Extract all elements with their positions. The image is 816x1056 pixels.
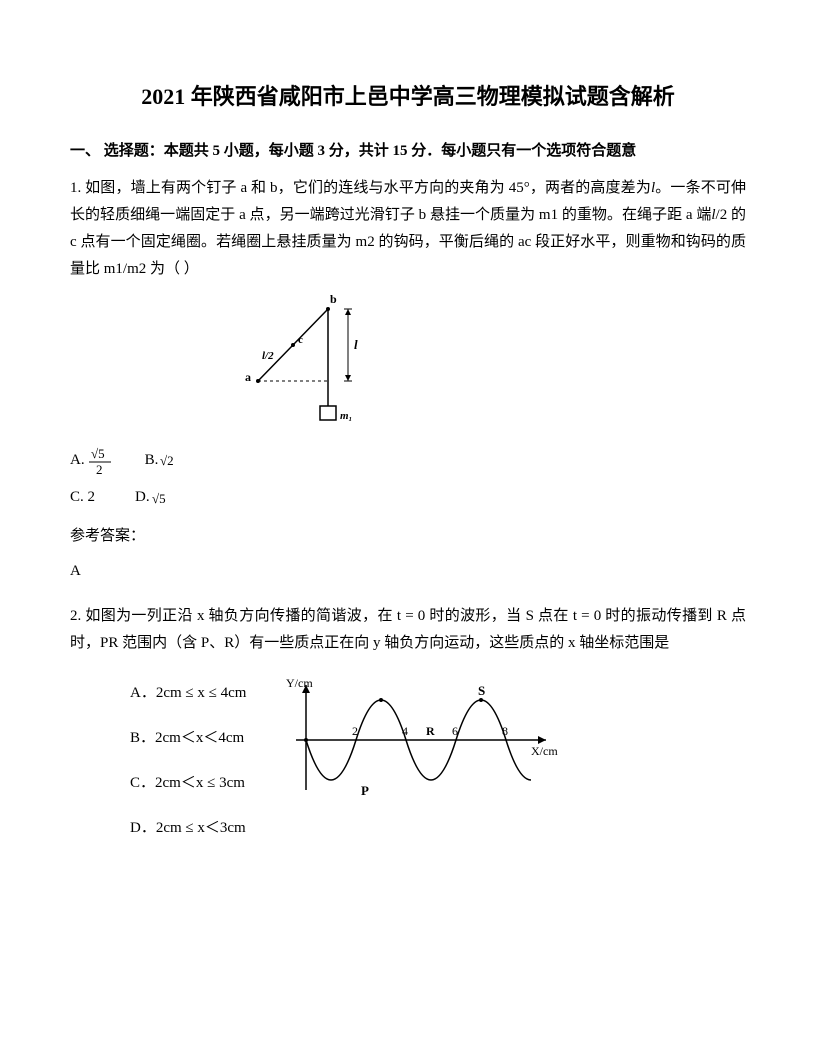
q1-b-label: B. bbox=[145, 447, 159, 474]
q1-option-a: A. √5 2 bbox=[70, 444, 115, 476]
q1-d-label: D. bbox=[135, 484, 150, 511]
section-header: 一、 选择题：本题共 5 小题，每小题 3 分，共计 15 分．每小题只有一个选… bbox=[70, 138, 746, 165]
question-1: 1. 如图，墙上有两个钉子 a 和 b，它们的连线与水平方向的夹角为 45°，两… bbox=[70, 175, 746, 585]
q1-options-row2: C. 2 D. √5 bbox=[70, 484, 746, 511]
q2-text: 2. 如图为一列正沿 x 轴负方向传播的简谐波，在 t = 0 时的波形，当 S… bbox=[70, 603, 746, 657]
q2-option-b: B．2cm＜x＜4cm bbox=[130, 725, 246, 752]
q1-option-d: D. √5 bbox=[135, 484, 176, 511]
q1-options-row1: A. √5 2 B. √2 bbox=[70, 444, 746, 476]
sqrt5-icon: √5 bbox=[150, 488, 176, 508]
svg-text:√5: √5 bbox=[91, 446, 105, 461]
q2-diagram: Y/cm X/cm 2 4 6 8 R S P bbox=[266, 675, 566, 815]
label-a: a bbox=[245, 370, 251, 384]
q1-t1: 如图，墙上有两个钉子 a 和 b，它们的连线与水平方向的夹角为 45°，两者的高… bbox=[85, 180, 651, 196]
q1-option-b: B. √2 bbox=[145, 447, 185, 474]
question-2: 2. 如图为一列正沿 x 轴负方向传播的简谐波，在 t = 0 时的波形，当 S… bbox=[70, 603, 746, 860]
y-axis-label: Y/cm bbox=[286, 676, 313, 690]
label-b: b bbox=[330, 292, 337, 306]
q2-option-d: D．2cm ≤ x＜3cm bbox=[130, 815, 246, 842]
svg-text:2: 2 bbox=[96, 462, 103, 476]
tick-4: 4 bbox=[402, 724, 408, 738]
q2-num: 2. bbox=[70, 608, 81, 624]
x-axis-label: X/cm bbox=[531, 744, 558, 758]
sqrt5-over-2-icon: √5 2 bbox=[85, 444, 115, 476]
label-l2: l/2 bbox=[262, 350, 274, 362]
tick-2: 2 bbox=[352, 724, 358, 738]
label-l: l bbox=[354, 337, 358, 352]
label-R: R bbox=[426, 724, 435, 738]
q2-body: 如图为一列正沿 x 轴负方向传播的简谐波，在 t = 0 时的波形，当 S 点在… bbox=[70, 608, 746, 651]
label-S: S bbox=[478, 683, 485, 698]
tick-8: 8 bbox=[502, 724, 508, 738]
q1-diagram: b a c l/2 l m₁ bbox=[220, 291, 746, 436]
q2-option-c: C．2cm＜x ≤ 3cm bbox=[130, 770, 246, 797]
page-title: 2021 年陕西省咸阳市上邑中学高三物理模拟试题含解析 bbox=[70, 80, 746, 113]
q1-answer-label: 参考答案： bbox=[70, 523, 746, 550]
q1-num: 1. bbox=[70, 180, 81, 196]
q1-answer: A bbox=[70, 558, 746, 585]
label-P: P bbox=[361, 783, 369, 798]
q1-text: 1. 如图，墙上有两个钉子 a 和 b，它们的连线与水平方向的夹角为 45°，两… bbox=[70, 175, 746, 283]
q1-option-c: C. 2 bbox=[70, 484, 95, 511]
svg-text:√2: √2 bbox=[160, 453, 174, 468]
label-c: c bbox=[298, 334, 303, 346]
tick-6: 6 bbox=[452, 724, 458, 738]
q2-options: A．2cm ≤ x ≤ 4cm B．2cm＜x＜4cm C．2cm＜x ≤ 3c… bbox=[130, 680, 246, 860]
q1-c-label: C. 2 bbox=[70, 484, 95, 511]
q2-option-a: A．2cm ≤ x ≤ 4cm bbox=[130, 680, 246, 707]
q1-a-label: A. bbox=[70, 447, 85, 474]
sqrt2-icon: √2 bbox=[158, 450, 184, 470]
label-m1: m₁ bbox=[340, 410, 352, 422]
svg-text:√5: √5 bbox=[152, 491, 166, 506]
